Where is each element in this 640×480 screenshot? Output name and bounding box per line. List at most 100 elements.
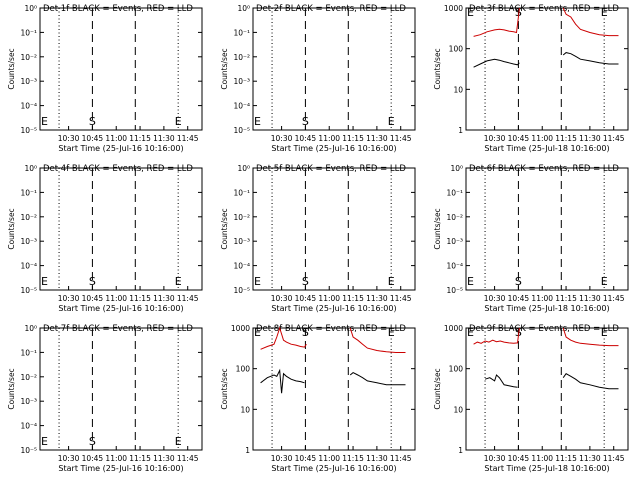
x-tick-label: 11:45 [390, 454, 412, 463]
left-edge-marker: E [467, 275, 474, 288]
y-axis-label: Counts/sec [433, 368, 442, 409]
x-tick-label: 10:45 [508, 454, 530, 463]
y-tick-label: 10⁻¹ [20, 188, 37, 197]
panel-det5f: Det 5f BLACK = Events, RED = LLD 10⁻⁵ 10⁻⁴… [220, 164, 416, 313]
x-tick-label: 11:45 [603, 294, 625, 303]
x-tick-label: 11:00 [531, 134, 553, 143]
y-axis-label: Counts/sec [433, 208, 442, 249]
x-tick-label: 10:45 [82, 134, 104, 143]
y-tick-label: 10⁻² [20, 53, 37, 62]
x-tick-label: 10:45 [82, 454, 104, 463]
start-marker: S [89, 275, 96, 288]
y-tick-label: 10⁻² [20, 213, 37, 222]
left-edge-marker: E [254, 326, 261, 339]
y-tick-label: 10⁻³ [20, 237, 37, 246]
x-tick-label: 10:45 [295, 454, 317, 463]
x-tick-label: 10:30 [484, 454, 506, 463]
end-marker: E [388, 275, 395, 288]
left-edge-marker: E [467, 6, 474, 19]
panel-det9f: Det 9f BLACK = Events, RED = LLD 1 10 100 10… [433, 324, 629, 473]
x-tick-label: 11:00 [105, 294, 127, 303]
y-tick-label: 10⁰ [24, 324, 37, 333]
x-tick-label: 11:30 [366, 454, 388, 463]
series-line-1 [484, 373, 619, 390]
y-tick-label: 10⁰ [237, 164, 250, 173]
panel-det1f: Det 1f BLACK = Events, RED = LLD 10⁻⁵ 10⁻⁴… [7, 4, 203, 153]
end-marker: E [601, 275, 608, 288]
y-tick-label: 10⁻⁵ [20, 286, 37, 295]
left-edge-marker: E [254, 275, 261, 288]
y-tick-label: 10⁻¹ [446, 188, 463, 197]
y-axis-label: Counts/sec [220, 368, 229, 409]
x-tick-label: 10:45 [82, 294, 104, 303]
y-tick-label: 10⁻¹ [20, 348, 37, 357]
y-tick-label: 10⁰ [24, 4, 37, 13]
series-line-1 [473, 52, 619, 68]
panel-det4f: Det 4f BLACK = Events, RED = LLD 10⁻⁵ 10⁻⁴… [7, 164, 203, 313]
x-tick-label: 11:00 [318, 454, 340, 463]
y-tick-label: 10⁰ [450, 164, 463, 173]
start-marker: S [302, 326, 309, 339]
x-tick-label: 11:00 [318, 134, 340, 143]
x-tick-label: 10:30 [271, 294, 293, 303]
y-tick-label: 10⁻⁴ [20, 102, 37, 111]
y-tick-label: 10⁻⁵ [20, 126, 37, 135]
x-axis-label: Start Time (25-Jul-16 10:16:00) [271, 304, 396, 313]
plot-frame [39, 167, 203, 291]
x-tick-label: 11:45 [390, 294, 412, 303]
x-tick-label: 10:30 [58, 454, 80, 463]
y-axis-label: Counts/sec [433, 48, 442, 89]
start-marker: S [302, 115, 309, 128]
series-line-0 [473, 327, 619, 347]
y-axis-label: Counts/sec [7, 48, 16, 89]
start-marker: S [89, 115, 96, 128]
panel-title: Det 9f BLACK = Events, RED = LLD [469, 324, 619, 334]
x-tick-label: 10:30 [271, 454, 293, 463]
x-tick-label: 11:30 [579, 134, 601, 143]
x-axis-label: Start Time (25-Jul-18 10:16:00) [484, 304, 609, 313]
y-tick-label: 10⁻² [233, 53, 250, 62]
x-tick-label: 11:15 [555, 134, 577, 143]
panel-det6f: Det 6f BLACK = Events, RED = LLD 10⁻⁵ 10⁻⁴… [433, 164, 629, 313]
y-tick-label: 100 [236, 365, 251, 374]
x-tick-label: 11:00 [318, 294, 340, 303]
plot-frame [465, 167, 629, 291]
panel-det3f: Det 3f BLACK = Events, RED = LLD 1 10 100 10… [433, 4, 629, 153]
plot-frame [39, 327, 203, 451]
x-tick-label: 11:30 [579, 454, 601, 463]
x-tick-label: 11:15 [555, 454, 577, 463]
x-tick-label: 11:30 [579, 294, 601, 303]
plot-frame [465, 7, 629, 131]
y-axis-label: Counts/sec [220, 48, 229, 89]
panel-title: Det 1f BLACK = Events, RED = LLD [43, 4, 193, 14]
x-tick-label: 11:15 [555, 294, 577, 303]
panel-title: Det 3f BLACK = Events, RED = LLD [469, 4, 619, 14]
x-tick-label: 11:30 [153, 454, 175, 463]
y-tick-label: 100 [449, 45, 464, 54]
left-edge-marker: E [467, 326, 474, 339]
y-tick-label: 10⁻² [20, 373, 37, 382]
panel-title: Det 6f BLACK = Events, RED = LLD [469, 164, 619, 174]
left-edge-marker: E [41, 115, 48, 128]
x-tick-label: 11:15 [129, 134, 151, 143]
x-tick-label: 11:30 [366, 134, 388, 143]
series-line-0 [260, 326, 406, 353]
end-marker: E [601, 326, 608, 339]
x-tick-label: 10:45 [295, 294, 317, 303]
plot-frame [465, 327, 629, 451]
x-axis-label: Start Time (25-Jul-18 10:16:00) [484, 144, 609, 153]
panel-title: Det 8f BLACK = Events, RED = LLD [256, 324, 406, 334]
x-tick-label: 11:30 [153, 294, 175, 303]
x-tick-label: 11:45 [177, 454, 199, 463]
y-tick-label: 10⁻⁴ [446, 262, 463, 271]
y-tick-label: 10⁰ [24, 164, 37, 173]
x-tick-label: 11:30 [366, 294, 388, 303]
x-tick-label: 11:45 [177, 134, 199, 143]
x-tick-label: 11:45 [390, 134, 412, 143]
x-tick-label: 11:45 [603, 134, 625, 143]
y-tick-label: 10⁻⁵ [233, 126, 250, 135]
start-marker: S [89, 435, 96, 448]
x-tick-label: 10:30 [271, 134, 293, 143]
x-tick-label: 10:30 [58, 134, 80, 143]
